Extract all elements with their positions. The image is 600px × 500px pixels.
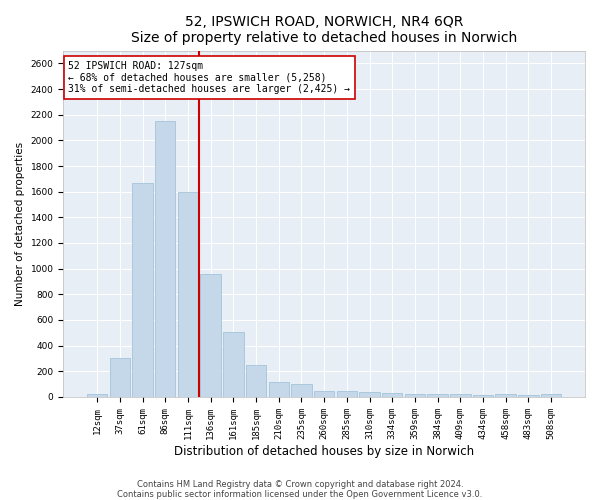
Bar bbox=[359, 392, 380, 397]
Bar bbox=[405, 394, 425, 397]
Bar bbox=[337, 390, 357, 397]
Bar bbox=[246, 365, 266, 397]
Bar bbox=[133, 182, 153, 397]
Bar bbox=[496, 394, 516, 397]
Bar bbox=[382, 393, 403, 397]
Text: 52 IPSWICH ROAD: 127sqm
← 68% of detached houses are smaller (5,258)
31% of semi: 52 IPSWICH ROAD: 127sqm ← 68% of detache… bbox=[68, 61, 350, 94]
Bar bbox=[155, 121, 175, 397]
Bar bbox=[473, 395, 493, 397]
Bar bbox=[314, 390, 334, 397]
X-axis label: Distribution of detached houses by size in Norwich: Distribution of detached houses by size … bbox=[174, 444, 474, 458]
Title: 52, IPSWICH ROAD, NORWICH, NR4 6QR
Size of property relative to detached houses : 52, IPSWICH ROAD, NORWICH, NR4 6QR Size … bbox=[131, 15, 517, 45]
Bar bbox=[291, 384, 311, 397]
Bar bbox=[518, 395, 539, 397]
Y-axis label: Number of detached properties: Number of detached properties bbox=[15, 142, 25, 306]
Bar bbox=[178, 192, 198, 397]
Bar bbox=[110, 358, 130, 397]
Bar bbox=[200, 274, 221, 397]
Bar bbox=[223, 332, 244, 397]
Text: Contains HM Land Registry data © Crown copyright and database right 2024.
Contai: Contains HM Land Registry data © Crown c… bbox=[118, 480, 482, 499]
Bar bbox=[87, 394, 107, 397]
Bar bbox=[269, 382, 289, 397]
Bar bbox=[450, 394, 470, 397]
Bar bbox=[541, 394, 561, 397]
Bar bbox=[427, 394, 448, 397]
